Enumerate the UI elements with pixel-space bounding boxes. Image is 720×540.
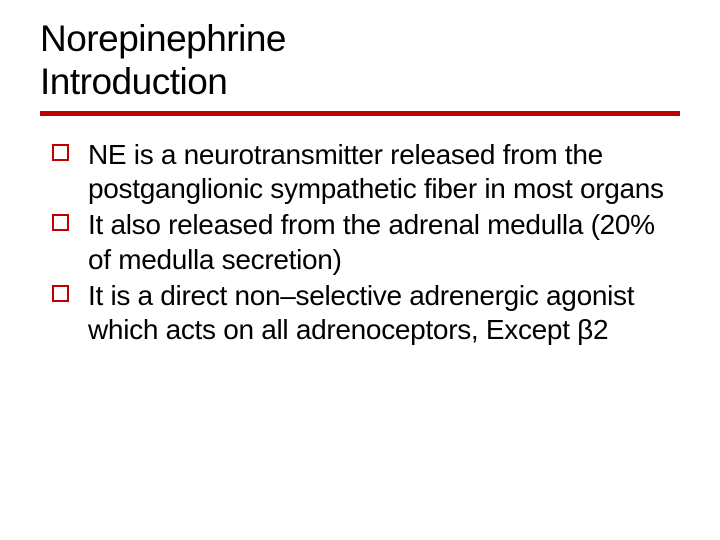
slide-container: Norepinephrine Introduction NE is a neur… <box>0 0 720 369</box>
title-line-2: Introduction <box>40 61 227 102</box>
list-item: It also released from the adrenal medull… <box>52 208 680 276</box>
square-bullet-icon <box>52 285 69 302</box>
bullet-list: NE is a neurotransmitter released from t… <box>40 138 680 347</box>
title-divider <box>40 111 680 116</box>
square-bullet-icon <box>52 144 69 161</box>
bullet-text: It is a direct non–selective adrenergic … <box>88 280 634 345</box>
slide-title: Norepinephrine Introduction <box>40 18 680 103</box>
title-line-1: Norepinephrine <box>40 18 286 59</box>
list-item: NE is a neurotransmitter released from t… <box>52 138 680 206</box>
list-item: It is a direct non–selective adrenergic … <box>52 279 680 347</box>
bullet-text: NE is a neurotransmitter released from t… <box>88 139 664 204</box>
square-bullet-icon <box>52 214 69 231</box>
bullet-text: It also released from the adrenal medull… <box>88 209 655 274</box>
